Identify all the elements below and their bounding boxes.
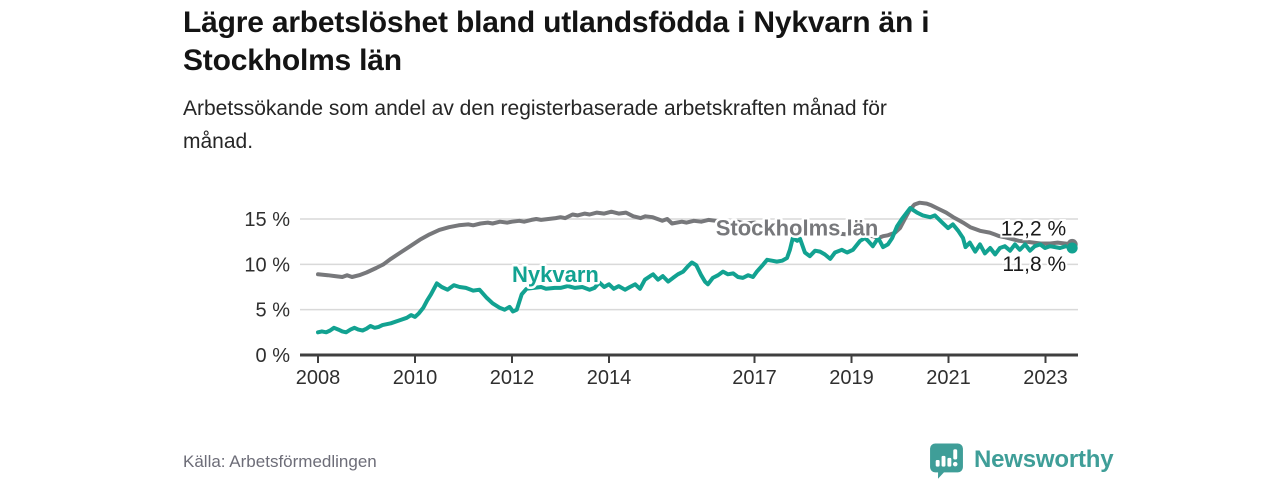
page-title: Lägre arbetslöshet bland utlandsfödda i …	[183, 4, 930, 80]
x-tick-label: 2008	[296, 367, 341, 389]
x-tick-label: 2014	[587, 367, 632, 389]
x-tick-label: 2019	[829, 367, 874, 389]
x-tick-label: 2017	[732, 367, 777, 389]
newsworthy-wordmark: Newsworthy	[974, 446, 1114, 473]
bar-1	[935, 459, 940, 467]
newsworthy-logo[interactable]: Newsworthy	[928, 441, 1114, 479]
exclamation-dot	[952, 461, 958, 466]
speech-bubble-shape	[930, 443, 963, 479]
newsworthy-icon	[930, 443, 963, 479]
exclamation-bar	[953, 448, 958, 459]
end-value-label-nykvarn: 11,8 %	[1002, 253, 1066, 276]
bar-2	[941, 455, 946, 467]
title-line-1: Lägre arbetslöshet bland utlandsfödda i …	[183, 6, 930, 39]
series-label-nykvarn: Nykvarn	[512, 262, 599, 287]
x-tick-label: 2021	[926, 367, 971, 389]
subtitle-line-2: månad.	[183, 130, 254, 153]
subtitle-line-1: Arbetssökande som andel av den registerb…	[183, 97, 887, 120]
series-line-stockholm	[316, 200, 1075, 279]
end-value-label-stockholm: 12,2 %	[1001, 217, 1066, 240]
series-label-stockholm: Stockholms län	[716, 215, 879, 240]
chart-subtitle: Arbetssökande som andel av den registerb…	[183, 92, 887, 158]
x-tick-label: 2023	[1023, 367, 1068, 389]
x-tick-label: 2010	[393, 367, 438, 389]
y-tick-label: 5 %	[256, 300, 291, 322]
bar-3	[947, 457, 952, 467]
source-note: Källa: Arbetsförmedlingen	[183, 452, 377, 471]
title-line-2: Stockholms län	[183, 44, 402, 77]
y-tick-label: 0 %	[256, 345, 291, 367]
series-line-nykvarn	[316, 206, 1075, 335]
y-tick-label: 15 %	[244, 209, 290, 231]
series-end-dot-nykvarn	[1066, 242, 1078, 254]
x-tick-label: 2012	[490, 367, 535, 389]
y-tick-label: 10 %	[244, 254, 290, 276]
